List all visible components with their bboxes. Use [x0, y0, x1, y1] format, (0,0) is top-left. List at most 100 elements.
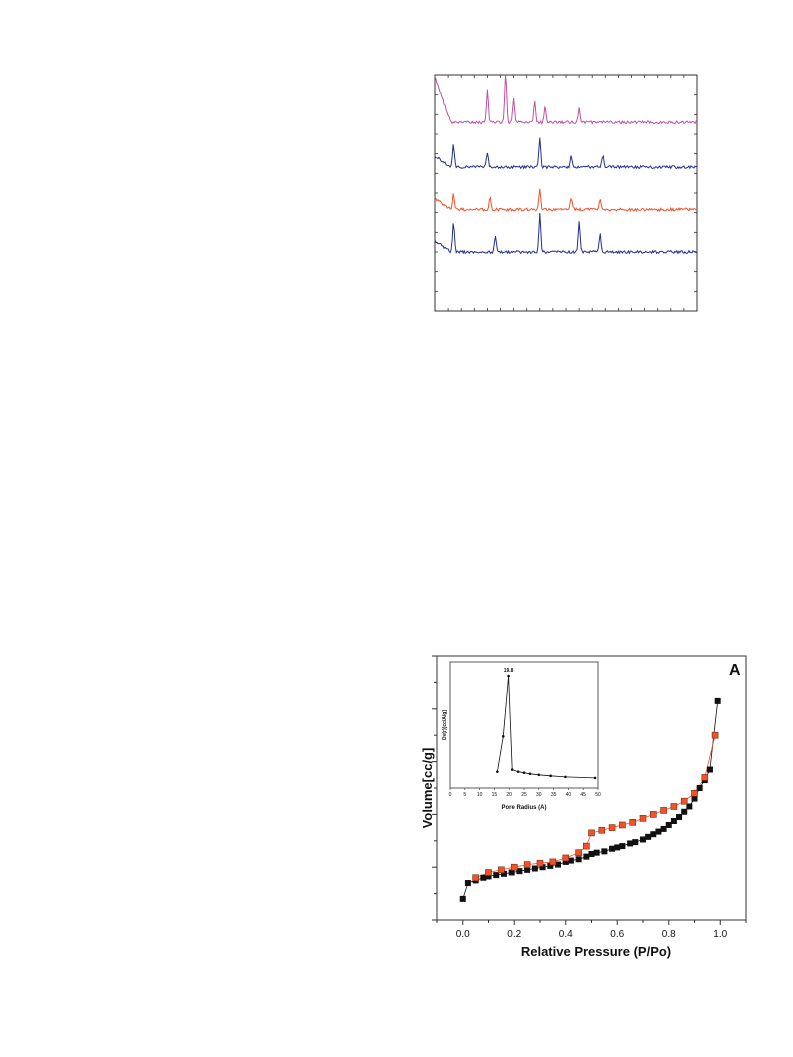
xrd-chart [434, 74, 698, 312]
inset-point [593, 776, 597, 780]
isotherm-point [575, 849, 582, 856]
isotherm-point [510, 863, 518, 871]
isotherm-point [524, 866, 531, 873]
xrd-pattern-line [434, 188, 698, 213]
isotherm-point [619, 843, 626, 850]
inset-x-ticks: 0 5 10 15 20 25 30 35 40 45 50 [449, 788, 601, 798]
y-axis-label: Volume[cc/g] [420, 748, 435, 829]
x-tick-label: 0.6 [610, 929, 624, 940]
inset-point [528, 772, 532, 776]
isotherm-point [649, 811, 657, 818]
inset-x-tick-label: 30 [536, 792, 542, 798]
isotherm-point [691, 789, 698, 797]
isotherm-point [523, 861, 531, 868]
isotherm-point [480, 874, 487, 881]
isotherm-point [583, 853, 590, 860]
inset-y-axis-label: Dv(r)[cc/A/g] [442, 710, 448, 740]
isotherm-y-ticks [432, 655, 437, 921]
isotherm-point [706, 766, 713, 773]
inset-x-tick-label: 10 [477, 792, 483, 798]
isotherm-point [531, 865, 538, 872]
isotherm-point [500, 870, 507, 877]
x-axis-label: Relative Pressure (P/Po) [521, 944, 671, 959]
inset-x-tick-label: 25 [521, 792, 527, 798]
isotherm-point [601, 848, 608, 855]
inset-point [501, 735, 505, 738]
inset-x-tick-label: 0 [449, 792, 452, 798]
isotherm-x-ticks: 0.0 0.2 0.4 0.6 0.8 1.0 [436, 920, 747, 940]
isotherm-point [696, 785, 703, 791]
inset-x-tick-label: 50 [595, 792, 601, 798]
isotherm-point [660, 825, 667, 832]
inset-x-tick-label: 45 [580, 792, 586, 798]
inset-x-tick-label: 15 [492, 792, 498, 798]
inset-point [516, 770, 520, 773]
isotherm-point [575, 856, 582, 863]
x-tick-label: 0.0 [456, 929, 470, 940]
isotherm-point [588, 829, 595, 837]
isotherm-point [562, 854, 570, 862]
isotherm-point [650, 831, 657, 838]
xrd-pattern-line [434, 74, 698, 126]
isotherm-point [640, 836, 646, 843]
inset-plot-frame [449, 661, 599, 789]
isotherm-point [609, 845, 616, 852]
isotherm-point [714, 697, 721, 704]
isotherm-point [539, 864, 546, 871]
isotherm-point [614, 844, 621, 851]
isotherm-point [639, 815, 647, 822]
isotherm-point [701, 774, 709, 781]
isotherm-point [645, 833, 652, 840]
xrd-series-group [434, 74, 698, 255]
panel-label: A [729, 662, 741, 679]
isotherm-point [665, 821, 672, 828]
isotherm-point [549, 858, 557, 866]
isotherm-point [680, 797, 688, 805]
isotherm-point [516, 868, 523, 875]
isotherm-point [676, 814, 683, 821]
isotherm-point [608, 824, 616, 831]
isotherm-series-group [459, 697, 721, 902]
xrd-pattern-line [434, 137, 698, 170]
x-tick-label: 1.0 [713, 929, 727, 940]
isotherm-point [567, 857, 574, 864]
inset-peak-annotation: 19.8 [504, 668, 514, 674]
isotherm-point [493, 872, 500, 879]
isotherm-point [691, 795, 698, 802]
isotherm-point [498, 866, 505, 874]
isotherm-point [598, 826, 606, 834]
inset-x-tick-label: 35 [551, 792, 557, 798]
inset-chart: Dv(r)[cc/A/g] Pore Radius (A) 0 5 10 15 20 25… [442, 661, 601, 811]
isotherm-point [472, 874, 479, 882]
isotherm-point [508, 869, 515, 876]
xrd-ticks [434, 74, 698, 312]
isotherm-point [485, 869, 492, 876]
xrd-pattern-line [434, 212, 698, 255]
isotherm-point [627, 840, 634, 847]
inset-series-group: 19.8 [496, 668, 597, 780]
isotherm-point [711, 731, 719, 739]
isotherm-point [681, 808, 688, 815]
isotherm-point [464, 880, 471, 887]
isotherm-point [583, 842, 590, 850]
isotherm-point [562, 858, 569, 865]
xrd-plot-frame [434, 74, 698, 312]
x-tick-label: 0.4 [559, 929, 573, 940]
x-tick-label: 0.2 [507, 929, 521, 940]
inset-line [497, 675, 596, 779]
isotherm-point [536, 859, 544, 867]
isotherm-point [459, 895, 466, 902]
inset-x-tick-label: 5 [463, 792, 466, 798]
isotherm-point [593, 849, 600, 856]
isotherm-point [629, 819, 637, 826]
inset-point [537, 773, 541, 777]
inset-x-axis-label: Pore Radius (A) [501, 805, 546, 811]
isotherm-point [670, 803, 678, 810]
isotherm-point [686, 803, 693, 810]
isotherm-point [485, 873, 492, 880]
isotherm-point [660, 807, 667, 814]
inset-point [496, 770, 499, 773]
isotherm-point [632, 839, 639, 846]
inset-x-tick-label: 40 [566, 792, 572, 798]
